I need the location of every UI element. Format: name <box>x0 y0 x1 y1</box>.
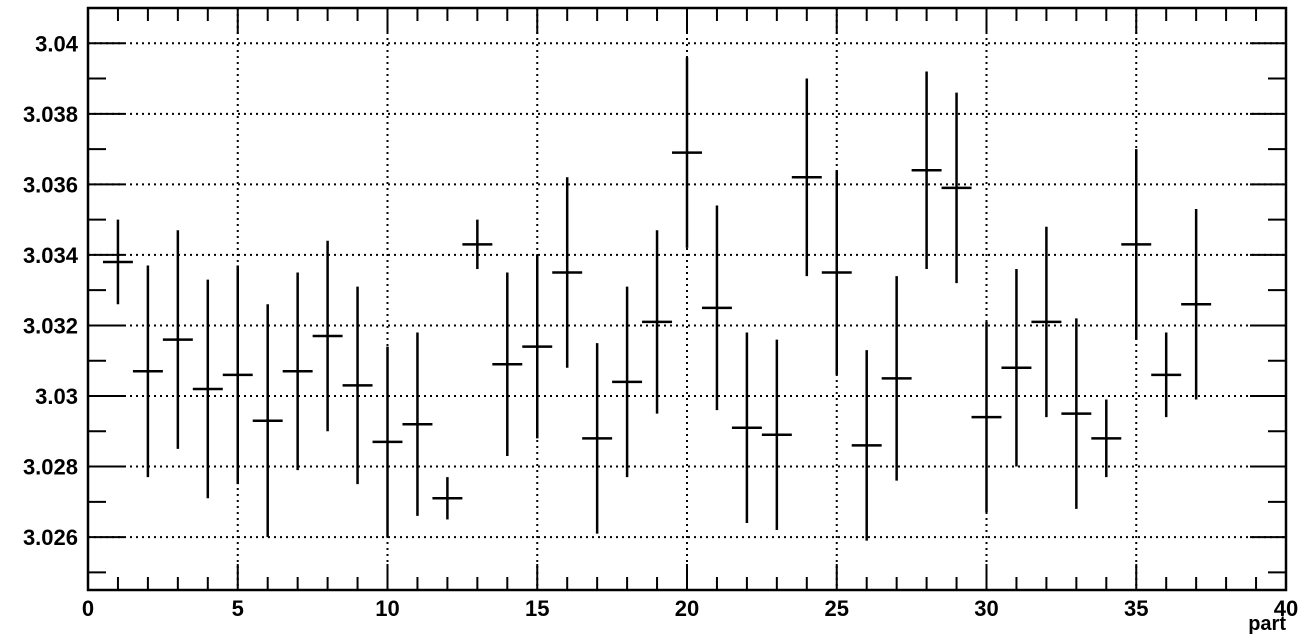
data-point <box>102 219 133 305</box>
data-point <box>851 350 882 541</box>
data-point <box>552 177 583 368</box>
plot-frame <box>86 6 1288 592</box>
data-point <box>312 240 343 432</box>
data-point <box>282 272 313 471</box>
x-tick-label: 5 <box>232 596 244 621</box>
tick-labels: 0 5 10 15 20 25 30 35 40 3.026 3.028 3.03 3.032 3.034… <box>23 31 1298 621</box>
data-point <box>582 343 613 534</box>
data-point <box>971 321 1002 513</box>
data-point <box>1181 209 1212 400</box>
data-point <box>821 170 852 375</box>
data-point <box>1031 226 1062 418</box>
data-point <box>162 230 193 449</box>
y-tick-label: 3.026 <box>23 525 78 550</box>
y-tick-label: 3.032 <box>23 313 78 338</box>
data-point <box>432 477 463 520</box>
x-tick-label: 40 <box>1274 596 1298 621</box>
data-point <box>372 346 403 538</box>
data-point <box>252 304 283 538</box>
data-point <box>192 279 223 499</box>
data-point <box>1121 149 1152 340</box>
data-point <box>132 265 163 478</box>
data-point <box>222 265 253 485</box>
data-point <box>731 332 762 523</box>
data-point <box>941 92 972 284</box>
data-point <box>522 254 553 439</box>
data-point <box>881 276 912 481</box>
x-tick-label: 10 <box>375 596 399 621</box>
data-point <box>761 339 792 531</box>
data-point <box>402 332 433 516</box>
data-point <box>701 205 732 411</box>
data-point <box>342 286 373 485</box>
x-tick-label: 20 <box>675 596 699 621</box>
y-tick-label: 3.028 <box>23 455 78 480</box>
y-tick-label: 3.034 <box>23 243 79 268</box>
data-point <box>791 78 822 277</box>
data-point <box>1151 332 1182 418</box>
data-point <box>462 219 493 270</box>
x-tick-label: 25 <box>825 596 849 621</box>
y-tick-label: 3.036 <box>23 172 78 197</box>
data-points <box>102 57 1212 541</box>
x-tick-label: 15 <box>525 596 549 621</box>
x-tick-label: 35 <box>1124 596 1148 621</box>
data-point <box>1001 269 1032 467</box>
data-point <box>492 272 523 456</box>
y-tick-label: 3.03 <box>35 384 78 409</box>
data-point <box>1061 318 1092 509</box>
data-point <box>642 230 673 414</box>
y-tick-label: 3.038 <box>23 102 78 127</box>
x-tick-label: 0 <box>82 596 94 621</box>
data-point <box>672 57 702 248</box>
data-point <box>1091 399 1122 478</box>
x-axis-label: part <box>1248 613 1286 634</box>
data-point <box>911 71 942 270</box>
data-point <box>612 286 643 478</box>
x-tick-label: 30 <box>974 596 998 621</box>
y-tick-label: 3.04 <box>35 31 79 56</box>
